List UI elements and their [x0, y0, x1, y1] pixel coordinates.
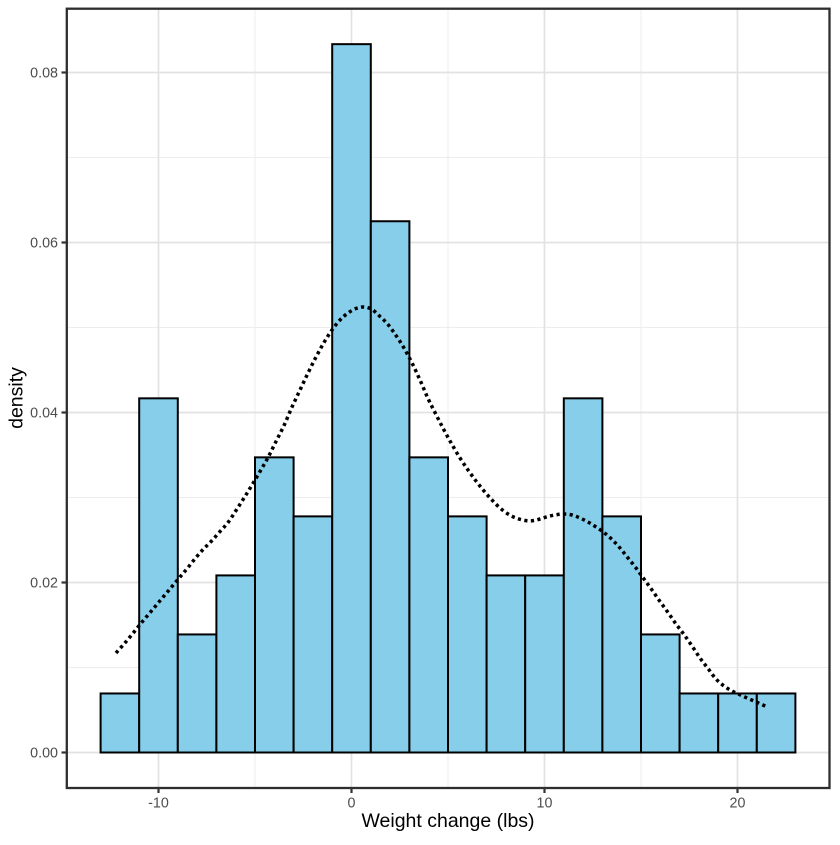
- svg-text:-10: -10: [148, 796, 169, 812]
- svg-text:0: 0: [348, 796, 356, 812]
- svg-text:0.08: 0.08: [30, 66, 58, 82]
- svg-text:20: 20: [730, 796, 746, 812]
- svg-text:0.04: 0.04: [30, 406, 58, 422]
- svg-text:0.06: 0.06: [30, 236, 58, 252]
- svg-text:10: 10: [537, 796, 553, 812]
- svg-text:0.00: 0.00: [30, 746, 58, 762]
- svg-text:density: density: [6, 367, 28, 429]
- svg-text:Weight change (lbs): Weight change (lbs): [361, 810, 534, 832]
- svg-text:0.02: 0.02: [30, 576, 58, 592]
